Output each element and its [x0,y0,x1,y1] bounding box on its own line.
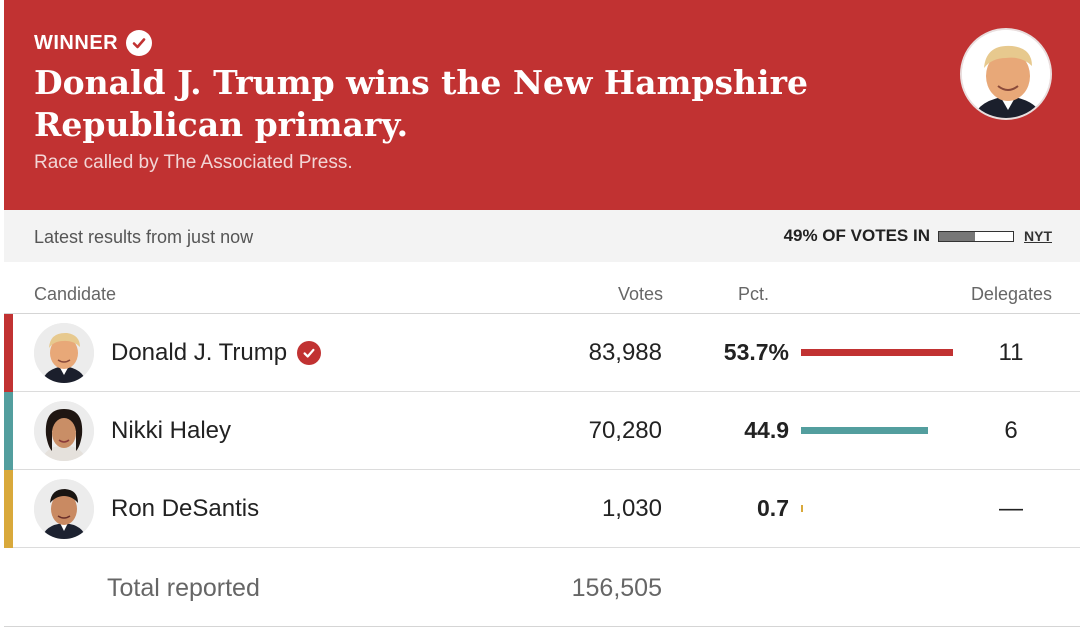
candidate-name: Donald J. Trump [111,339,322,367]
column-header-delegates: Delegates [970,284,1052,304]
candidate-color-strip [4,392,13,470]
total-label: Total reported [107,574,260,602]
winner-check-icon [297,341,322,365]
candidate-name-text: Ron DeSantis [111,495,260,522]
table-row: Nikki Haley 70,280 44.9 6 [4,392,1080,470]
race-called-note: Race called by The Associated Press. [34,152,353,173]
candidate-color-strip [4,314,13,392]
total-row: Total reported 156,505 [4,548,1080,627]
pct-bar-track [801,427,961,434]
pct-bar [801,349,953,356]
candidate-delegates: 6 [1004,417,1018,444]
column-header-pct: Pct. [738,284,770,304]
candidate-votes: 1,030 [601,495,662,522]
candidate-name-text: Donald J. Trump [111,339,288,366]
winner-row: WINNER [34,30,153,56]
candidate-color-strip [4,470,13,548]
winner-banner: WINNER Donald J. Trump wins the New Hamp… [4,0,1080,210]
candidate-avatar [34,323,94,383]
candidate-avatar [34,401,94,461]
column-header-candidate: Candidate [34,284,117,304]
column-header-votes: Votes [617,284,663,304]
winner-label: WINNER [34,31,119,54]
candidate-delegates: 11 [998,339,1024,366]
total-votes: 156,505 [571,574,662,602]
winner-avatar [960,28,1052,120]
candidate-votes: 83,988 [588,339,662,366]
candidate-pct: 44.9 [744,417,789,443]
results-status-bar: Latest results from just now 49% OF VOTE… [4,210,1080,262]
candidate-delegates: — [999,495,1023,522]
candidate-name: Ron DeSantis [111,495,259,523]
candidate-votes: 70,280 [588,417,662,444]
candidate-name: Nikki Haley [111,417,231,445]
votes-in-label: 49% OF VOTES IN [783,226,930,245]
votes-in-progress-fill [939,232,976,241]
latest-results-text: Latest results from just now [34,227,254,247]
checkmark-icon [126,30,153,56]
nyt-estimate-link[interactable]: NYT [1024,228,1052,244]
race-headline: Donald J. Trump wins the New Hampshire R… [34,63,808,144]
candidate-pct: 0.7 [757,495,789,521]
pct-bar-track [801,505,961,512]
votes-in-progress-bar [938,231,1014,242]
header-divider [4,313,1080,314]
pct-bar-track [801,349,961,356]
table-row: Ron DeSantis 1,030 0.7 — [4,470,1080,548]
candidate-pct: 53.7% [723,339,789,365]
pct-bar [801,505,803,512]
pct-bar [801,427,928,434]
candidate-avatar [34,479,94,539]
candidate-name-text: Nikki Haley [111,417,232,444]
table-row: Donald J. Trump 83,988 53.7% 11 [4,314,1080,392]
